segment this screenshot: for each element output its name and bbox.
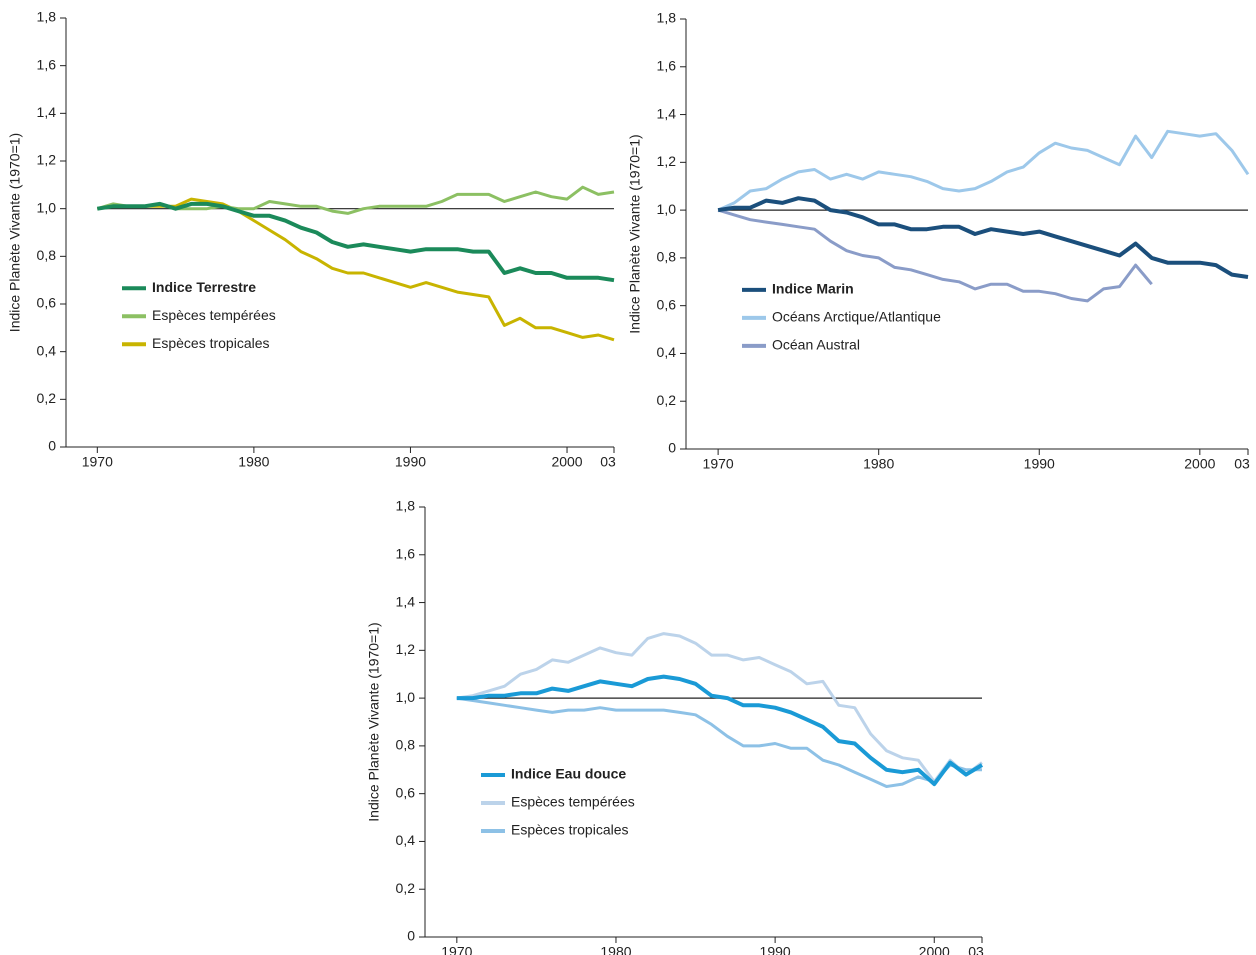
y-tick-label: 1,8 — [37, 9, 57, 25]
x-tick-label: 1990 — [1024, 456, 1055, 472]
x-tick-label: 1980 — [238, 454, 269, 470]
y-tick-label: 0,2 — [37, 390, 57, 406]
y-tick-label: 1,6 — [396, 545, 416, 561]
legend-label: Océan Austral — [772, 337, 860, 353]
data-line — [717, 208, 1153, 303]
y-tick-label: 1,6 — [657, 57, 677, 73]
y-tick-label: 0,6 — [37, 295, 57, 311]
y-tick-label: 0 — [668, 440, 676, 456]
y-tick-label: 1,4 — [37, 104, 57, 120]
y-tick-label: 0 — [407, 928, 415, 944]
x-tick-label: 1980 — [863, 456, 894, 472]
data-line — [717, 196, 1249, 279]
y-tick-label: 1,0 — [37, 199, 57, 215]
y-tick-label: 0,6 — [657, 296, 677, 312]
x-tick-label: 1980 — [600, 944, 631, 955]
legend-label: Espèces tropicales — [511, 822, 629, 838]
y-tick-label: 1,4 — [396, 593, 416, 609]
data-line — [456, 696, 982, 788]
y-tick-label: 1,0 — [396, 689, 416, 705]
legend-label: Espèces tempérées — [152, 307, 276, 323]
legend-label: Espèces tropicales — [152, 335, 270, 351]
data-line — [96, 185, 615, 215]
legend-label: Indice Terrestre — [152, 279, 256, 295]
x-tick-label: 03 — [1234, 456, 1250, 472]
x-tick-label: 2000 — [919, 944, 950, 955]
y-tick-label: 0,2 — [657, 392, 677, 408]
y-tick-label: 0,8 — [396, 737, 416, 753]
y-axis-label: Indice Planète Vivante (1970=1) — [366, 622, 382, 821]
data-line — [456, 632, 983, 784]
x-tick-label: 2000 — [551, 454, 582, 470]
y-tick-label: 1,6 — [37, 56, 57, 72]
y-tick-label: 0,4 — [37, 342, 57, 358]
x-tick-label: 1990 — [760, 944, 791, 955]
legend-label: Océans Arctique/Atlantique — [772, 309, 941, 325]
y-tick-label: 1,8 — [657, 10, 677, 26]
y-tick-label: 1,4 — [657, 105, 677, 121]
data-line — [717, 129, 1250, 212]
y-tick-label: 1,8 — [396, 498, 416, 514]
legend-label: Indice Eau douce — [511, 766, 626, 782]
x-tick-label: 1970 — [441, 944, 472, 955]
x-tick-label: 2000 — [1184, 456, 1215, 472]
y-tick-label: 0 — [48, 438, 56, 454]
y-tick-label: 1,2 — [37, 152, 57, 168]
legend-label: Espèces tempérées — [511, 794, 635, 810]
chart: 0 0,2 0,4 0,6 0,8 1,0 1,2 1,4 1,6 1,8 1970 1980 1990… — [7, 9, 616, 470]
chart: 0 0,2 0,4 0,6 0,8 1,0 1,2 1,4 1,6 1,8 1970 1980 1990… — [627, 10, 1250, 472]
x-tick-label: 03 — [968, 944, 984, 955]
y-tick-label: 0,8 — [37, 247, 57, 263]
x-tick-label: 1970 — [703, 456, 734, 472]
y-axis-label: Indice Planète Vivante (1970=1) — [7, 133, 23, 332]
y-tick-label: 1,2 — [657, 153, 677, 169]
x-tick-label: 1970 — [82, 454, 113, 470]
y-tick-label: 1,2 — [396, 641, 416, 657]
data-line — [456, 674, 984, 787]
y-tick-label: 1,0 — [657, 201, 677, 217]
y-tick-label: 0,4 — [396, 832, 416, 848]
data-line — [96, 201, 615, 283]
data-line — [97, 197, 615, 342]
y-tick-label: 0,8 — [657, 249, 677, 265]
chart: 0 0,2 0,4 0,6 0,8 1,0 1,2 1,4 1,6 1,8 1970 1980 1990… — [366, 498, 984, 955]
y-tick-label: 0,2 — [396, 880, 416, 896]
y-axis-label: Indice Planète Vivante (1970=1) — [627, 134, 643, 333]
x-tick-label: 03 — [600, 454, 616, 470]
y-tick-label: 0,4 — [657, 344, 677, 360]
x-tick-label: 1990 — [395, 454, 426, 470]
y-tick-label: 0,6 — [396, 784, 416, 800]
legend-label: Indice Marin — [772, 281, 854, 297]
